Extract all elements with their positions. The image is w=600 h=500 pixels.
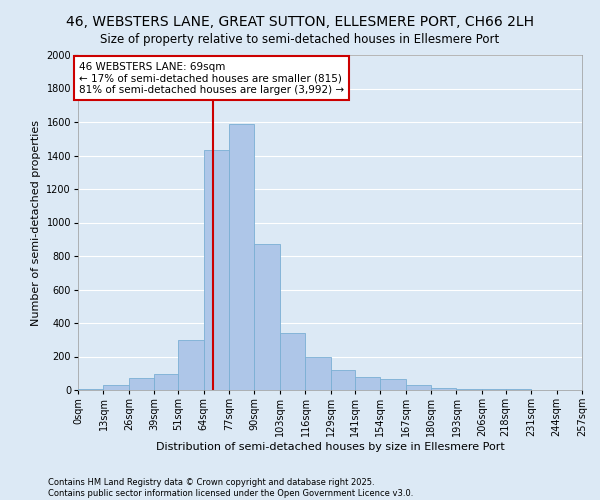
Text: Contains HM Land Registry data © Crown copyright and database right 2025.
Contai: Contains HM Land Registry data © Crown c…: [48, 478, 413, 498]
X-axis label: Distribution of semi-detached houses by size in Ellesmere Port: Distribution of semi-detached houses by …: [155, 442, 505, 452]
Bar: [254, 244, 280, 390]
Bar: [203, 150, 229, 390]
Bar: [380, 379, 406, 390]
Bar: [355, 378, 380, 390]
Text: Size of property relative to semi-detached houses in Ellesmere Port: Size of property relative to semi-detach…: [100, 32, 500, 46]
Bar: [280, 333, 305, 390]
Bar: [103, 385, 129, 390]
Bar: [431, 388, 457, 390]
Bar: [229, 124, 254, 390]
Y-axis label: Number of semi-detached properties: Number of semi-detached properties: [31, 120, 41, 326]
Text: 46, WEBSTERS LANE, GREAT SUTTON, ELLESMERE PORT, CH66 2LH: 46, WEBSTERS LANE, GREAT SUTTON, ELLESME…: [66, 15, 534, 29]
Bar: [129, 378, 154, 390]
Bar: [178, 340, 203, 390]
Bar: [305, 358, 331, 390]
Bar: [406, 385, 431, 390]
Bar: [482, 389, 506, 390]
Bar: [154, 374, 178, 390]
Bar: [457, 389, 482, 390]
Bar: [331, 370, 355, 390]
Bar: [78, 389, 103, 390]
Text: 46 WEBSTERS LANE: 69sqm
← 17% of semi-detached houses are smaller (815)
81% of s: 46 WEBSTERS LANE: 69sqm ← 17% of semi-de…: [79, 62, 344, 95]
